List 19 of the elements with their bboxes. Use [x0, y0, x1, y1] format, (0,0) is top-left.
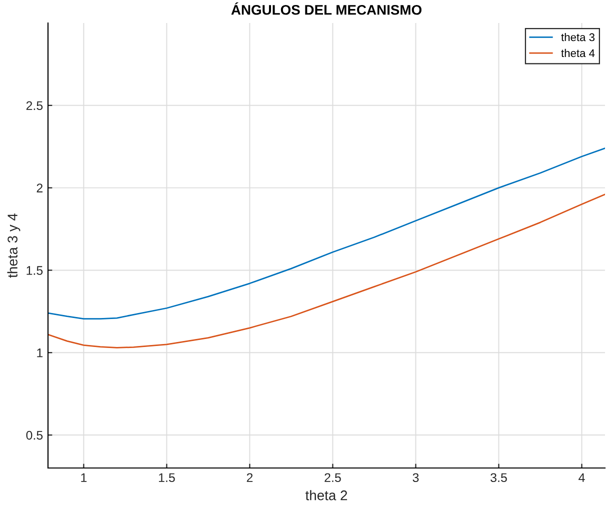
- x-tick-label: 1.5: [158, 473, 175, 482]
- legend-label: theta 3: [561, 33, 595, 42]
- x-tick-label: 4: [578, 473, 585, 482]
- x-axis-title: theta 2: [305, 490, 348, 500]
- y-tick-label: 1: [37, 348, 43, 358]
- x-tick-label: 3.5: [490, 473, 507, 482]
- y-tick-label: 1.5: [26, 266, 43, 275]
- line-series: [48, 148, 605, 320]
- x-tick-label: 2.5: [324, 473, 341, 482]
- chart-title: ÁNGULOS DEL MECANISMO: [231, 2, 422, 15]
- x-tick-label: 1: [81, 473, 87, 482]
- y-axis-title: theta 3 y 4: [7, 213, 20, 278]
- y-tick-label: 0.5: [26, 430, 43, 440]
- x-tick-label: 2: [246, 473, 253, 482]
- y-tick-label: 2: [36, 184, 43, 192]
- x-tick-label: 3: [412, 473, 419, 482]
- line-series: [48, 194, 605, 348]
- legend-label: theta 4: [561, 48, 595, 58]
- y-tick-label: 2.5: [26, 101, 43, 110]
